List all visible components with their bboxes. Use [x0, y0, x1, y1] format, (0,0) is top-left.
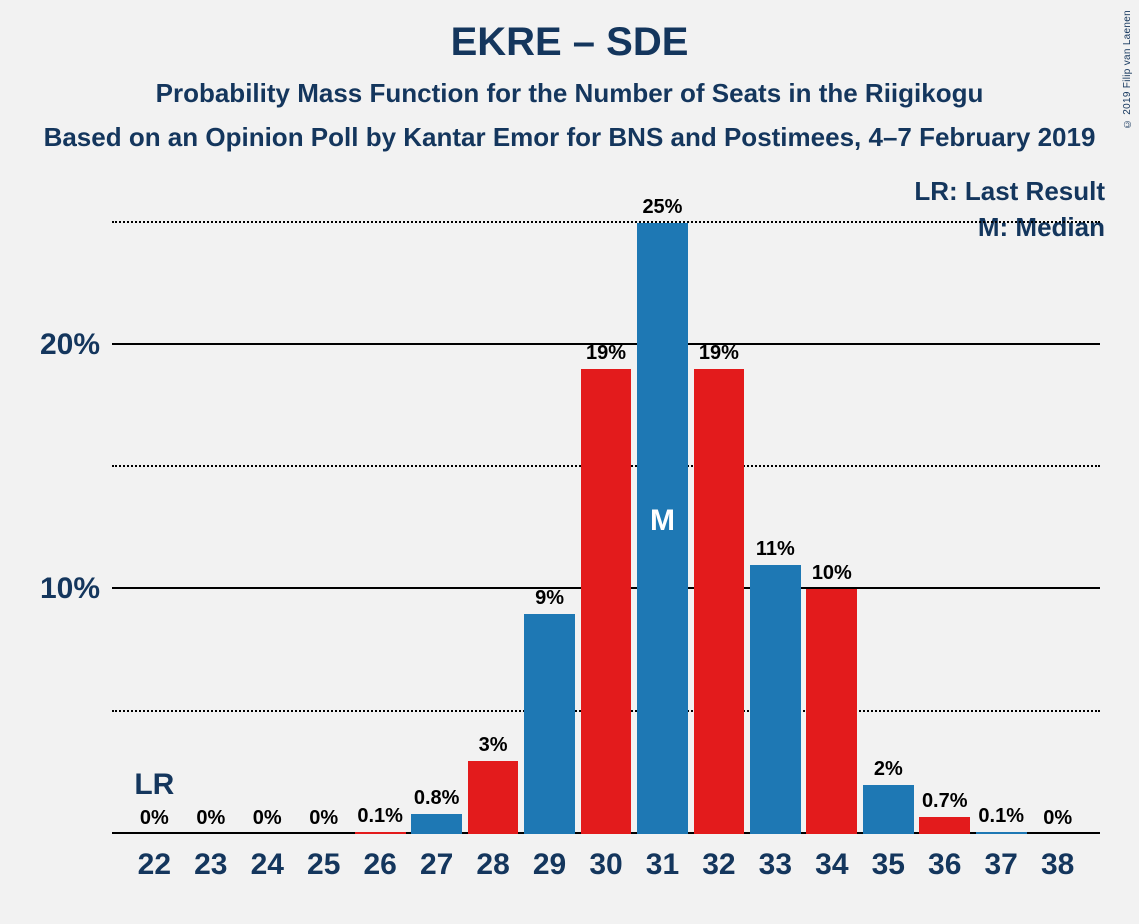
- bar-chart: 10%20%0%0%0%0%0.1%0.8%3%9%19%25%19%11%10…: [112, 186, 1100, 834]
- x-axis-label: 35: [859, 848, 917, 882]
- bar: [750, 565, 801, 834]
- x-axis-label: 29: [521, 848, 579, 882]
- bar-value-label: 0%: [140, 807, 169, 830]
- x-axis-label: 31: [633, 848, 691, 882]
- chart-title: EKRE – SDE: [0, 20, 1139, 65]
- bar-value-label: 25%: [642, 196, 682, 219]
- bar: [919, 817, 970, 834]
- bar-value-label: 0%: [253, 807, 282, 830]
- chart-subtitle-2: Based on an Opinion Poll by Kantar Emor …: [0, 122, 1139, 153]
- bar-value-label: 3%: [479, 734, 508, 757]
- bar-value-label: 19%: [586, 342, 626, 365]
- lr-mark: LR: [134, 768, 174, 802]
- x-axis-label: 36: [916, 848, 974, 882]
- bar: [863, 785, 914, 834]
- bar-value-label: 0%: [309, 807, 338, 830]
- bar-value-label: 10%: [812, 562, 852, 585]
- bar: [976, 832, 1027, 834]
- bar: [806, 589, 857, 834]
- chart-subtitle-1: Probability Mass Function for the Number…: [0, 78, 1139, 109]
- bar-value-label: 0.1%: [978, 805, 1024, 828]
- x-axis-label: 27: [408, 848, 466, 882]
- gridline-dotted: [112, 221, 1100, 223]
- chart-container: © 2019 Filip van Laenen EKRE – SDE Proba…: [0, 0, 1139, 924]
- x-axis-label: 22: [125, 848, 183, 882]
- x-axis-label: 28: [464, 848, 522, 882]
- bar-value-label: 11%: [756, 538, 795, 561]
- bar: [694, 369, 745, 834]
- x-axis-label: 37: [972, 848, 1030, 882]
- bar-value-label: 0.7%: [922, 790, 968, 813]
- bar-value-label: 0.1%: [357, 805, 403, 828]
- x-axis-label: 26: [351, 848, 409, 882]
- x-axis-label: 33: [746, 848, 804, 882]
- bar-value-label: 0%: [1043, 807, 1072, 830]
- bar-value-label: 9%: [535, 587, 564, 610]
- bar: [355, 832, 406, 834]
- bar-value-label: 0.8%: [414, 787, 460, 810]
- bar-value-label: 0%: [196, 807, 225, 830]
- x-axis-label: 23: [182, 848, 240, 882]
- bar-value-label: 19%: [699, 342, 739, 365]
- bar: [581, 369, 632, 834]
- bar-value-label: 2%: [874, 758, 903, 781]
- x-axis-label: 32: [690, 848, 748, 882]
- x-axis-label: 34: [803, 848, 861, 882]
- bar: [468, 761, 519, 834]
- bar: [524, 614, 575, 834]
- x-axis-label: 30: [577, 848, 635, 882]
- x-axis-label: 25: [295, 848, 353, 882]
- bar: [411, 814, 462, 834]
- y-axis-label: 10%: [40, 572, 100, 606]
- y-axis-label: 20%: [40, 328, 100, 362]
- median-mark: M: [650, 504, 675, 538]
- x-axis-label: 24: [238, 848, 296, 882]
- x-axis-label: 38: [1029, 848, 1087, 882]
